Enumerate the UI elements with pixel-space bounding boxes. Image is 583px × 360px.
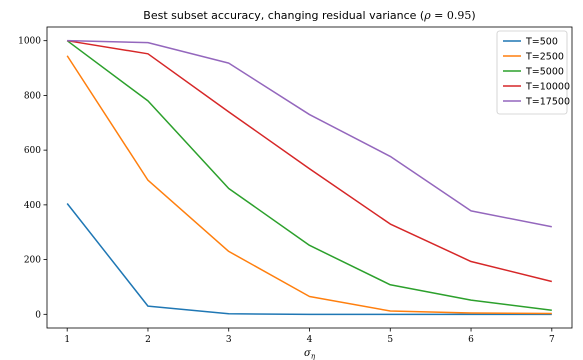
legend: T=500 T=2500 T=5000 T=10000 T=17500 [496, 30, 570, 115]
legend-label-t-17500: T=17500 [525, 97, 570, 108]
x-tick-label: 5 [387, 335, 393, 345]
series-line-t-17500 [67, 39, 552, 228]
y-tick-label: 1000 [18, 37, 41, 47]
chart-title-math-value: = 0.95 [431, 9, 472, 22]
chart-title-math: ρ [423, 9, 431, 22]
x-axis-label-subscript: η [311, 353, 316, 360]
axis-ticks: 1 2 3 4 5 6 7 0 200 400 600 800 1000 [18, 37, 555, 345]
legend-label-t-10000: T=10000 [525, 82, 570, 93]
series-line-t-2500 [66, 55, 552, 315]
x-tick-label: 4 [307, 335, 313, 345]
y-tick-label: 200 [24, 256, 41, 266]
y-tick-label: 800 [24, 91, 41, 101]
legend-box [496, 30, 568, 115]
legend-label-t-2500: T=2500 [525, 52, 564, 63]
x-tick-label: 2 [145, 335, 151, 345]
x-axis-label-base: σ [304, 348, 312, 359]
chart-title-text: Best subset accuracy, changing residual … [143, 9, 424, 22]
y-tick-label: 400 [24, 201, 41, 211]
series-layer [66, 39, 552, 316]
y-tick-label: 600 [24, 146, 41, 156]
x-axis-label: ση [304, 348, 316, 360]
series-line-t-500 [66, 203, 552, 316]
x-tick-label: 7 [549, 335, 555, 345]
plot-frame [46, 26, 573, 329]
x-tick-label: 3 [226, 335, 232, 345]
chart-title-close: ) [471, 9, 475, 22]
series-line-t-10000 [67, 39, 552, 283]
y-tick-label: 0 [35, 310, 41, 320]
x-tick-label: 1 [64, 335, 70, 345]
plot-area [46, 26, 573, 329]
chart-title: Best subset accuracy, changing residual … [143, 9, 475, 22]
x-axis-label-text: ση [304, 348, 316, 360]
legend-label-t-500: T=500 [525, 37, 558, 48]
x-tick-label: 6 [468, 335, 474, 345]
series-line-t-5000 [66, 40, 552, 311]
legend-label-t-5000: T=5000 [525, 67, 564, 78]
